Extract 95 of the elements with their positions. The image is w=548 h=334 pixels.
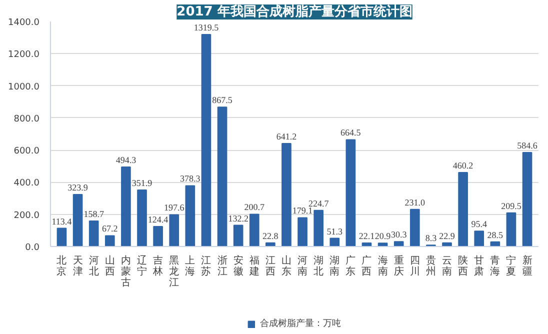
- bar: [72, 194, 83, 246]
- data-label: 1319.5: [194, 22, 220, 32]
- x-tick-label: 北京: [56, 254, 67, 278]
- x-tick-label: 内蒙古: [120, 254, 131, 288]
- data-label: 867.5: [212, 95, 233, 106]
- x-tick-label: 新疆: [522, 254, 532, 278]
- data-label: 351.9: [132, 178, 153, 188]
- x-tick-label: 甘肃: [474, 254, 484, 278]
- x-tick-label: 天津: [72, 256, 83, 278]
- x-tick-label: 广西: [362, 254, 372, 278]
- data-label: 20.9: [374, 231, 392, 242]
- data-label: 113.4: [52, 216, 72, 226]
- y-tick-label: 200.0: [14, 210, 40, 221]
- bar: [522, 152, 532, 246]
- x-tick-label: 重庆: [394, 254, 404, 278]
- bar: [169, 214, 180, 246]
- y-tick-label: 1200.0: [8, 50, 40, 60]
- data-label: 8.3: [425, 233, 438, 244]
- bar: [490, 241, 500, 246]
- y-tick-label: 1000.0: [8, 82, 40, 92]
- x-tick-label: 黑龙江: [169, 256, 180, 288]
- data-label: 224.7: [308, 198, 330, 208]
- x-tick-label: 河北: [88, 254, 99, 278]
- y-tick-label: 800.0: [14, 114, 40, 124]
- bar: [56, 228, 67, 246]
- data-label: 494.3: [116, 155, 137, 166]
- data-label: 67.2: [102, 224, 118, 234]
- data-label: 30.3: [390, 230, 408, 240]
- bar: [330, 238, 340, 246]
- x-tick-label: 江西: [265, 254, 276, 278]
- bar: [233, 224, 244, 246]
- data-label: 132.2: [228, 213, 248, 224]
- bar: [153, 226, 163, 246]
- bar: [506, 212, 516, 246]
- bar: [88, 220, 99, 246]
- x-tick-label: 湖北: [314, 254, 324, 278]
- x-tick-label: 江苏: [201, 254, 212, 278]
- x-tick-label: 山东: [281, 254, 292, 278]
- bar: [104, 235, 115, 246]
- data-label: 641.2: [276, 131, 297, 142]
- x-tick-label: 陕西: [458, 254, 468, 278]
- bar: [314, 210, 324, 246]
- data-label: 158.7: [84, 208, 104, 219]
- data-label: 460.2: [452, 160, 474, 171]
- data-label: 584.6: [517, 140, 538, 151]
- x-tick-label: 辽宁: [137, 254, 147, 278]
- chart-title: 2017 年我国合成树脂产量分省市统计图: [176, 4, 412, 20]
- bar: [298, 217, 308, 246]
- bar: [346, 139, 356, 246]
- y-tick-label: 600.0: [14, 146, 40, 157]
- legend-label: 合成树脂产量：万吨: [260, 318, 341, 330]
- data-label: 664.5: [340, 128, 362, 138]
- x-tick-label: 广东: [346, 254, 356, 278]
- data-label: 197.6: [164, 202, 185, 213]
- data-label: 231.0: [404, 197, 426, 208]
- x-tick-label: 河南: [298, 254, 308, 278]
- bar: [185, 185, 196, 246]
- y-tick-label: 400.0: [14, 178, 40, 189]
- x-tick-label: 吉林: [152, 254, 164, 278]
- data-label: 179.1: [292, 206, 313, 216]
- x-tick-label: 湖南: [330, 254, 340, 278]
- bar: [410, 208, 420, 246]
- data-label: 22.1: [358, 230, 375, 241]
- data-label: 209.5: [501, 200, 522, 211]
- x-tick-label: 青海: [490, 254, 500, 278]
- data-label: 22.9: [439, 230, 456, 241]
- x-tick-label: 云南: [442, 256, 452, 278]
- x-tick-label: 福建: [248, 254, 260, 278]
- x-tick-label: 山西: [104, 254, 115, 278]
- bar: [217, 106, 228, 246]
- data-label: 323.9: [68, 182, 88, 192]
- x-tick-label: 贵州: [426, 254, 436, 278]
- x-tick-label: 宁夏: [506, 254, 516, 278]
- data-label: 378.3: [180, 174, 201, 184]
- bar: [394, 241, 404, 246]
- x-tick-label: 四川: [410, 256, 420, 278]
- bar: [201, 34, 212, 246]
- bar: [458, 172, 468, 246]
- bar: [282, 142, 292, 246]
- data-label: 95.4: [471, 219, 488, 230]
- data-label: 124.4: [148, 214, 169, 225]
- bar: [474, 230, 484, 246]
- bar: [137, 189, 147, 246]
- bar: [249, 214, 260, 246]
- data-label: 200.7: [244, 202, 265, 212]
- x-tick-label: 安徽: [233, 254, 244, 278]
- y-tick-label: 0.0: [25, 243, 40, 253]
- x-tick-label: 海南: [378, 254, 388, 278]
- data-label: 22.8: [262, 230, 279, 241]
- y-tick-label: 1400.0: [8, 18, 40, 28]
- bar: [121, 166, 131, 246]
- x-tick-label: 浙江: [217, 254, 228, 278]
- data-label: 51.3: [326, 226, 344, 236]
- data-label: 28.5: [487, 230, 504, 240]
- x-tick-label: 上海: [185, 254, 196, 278]
